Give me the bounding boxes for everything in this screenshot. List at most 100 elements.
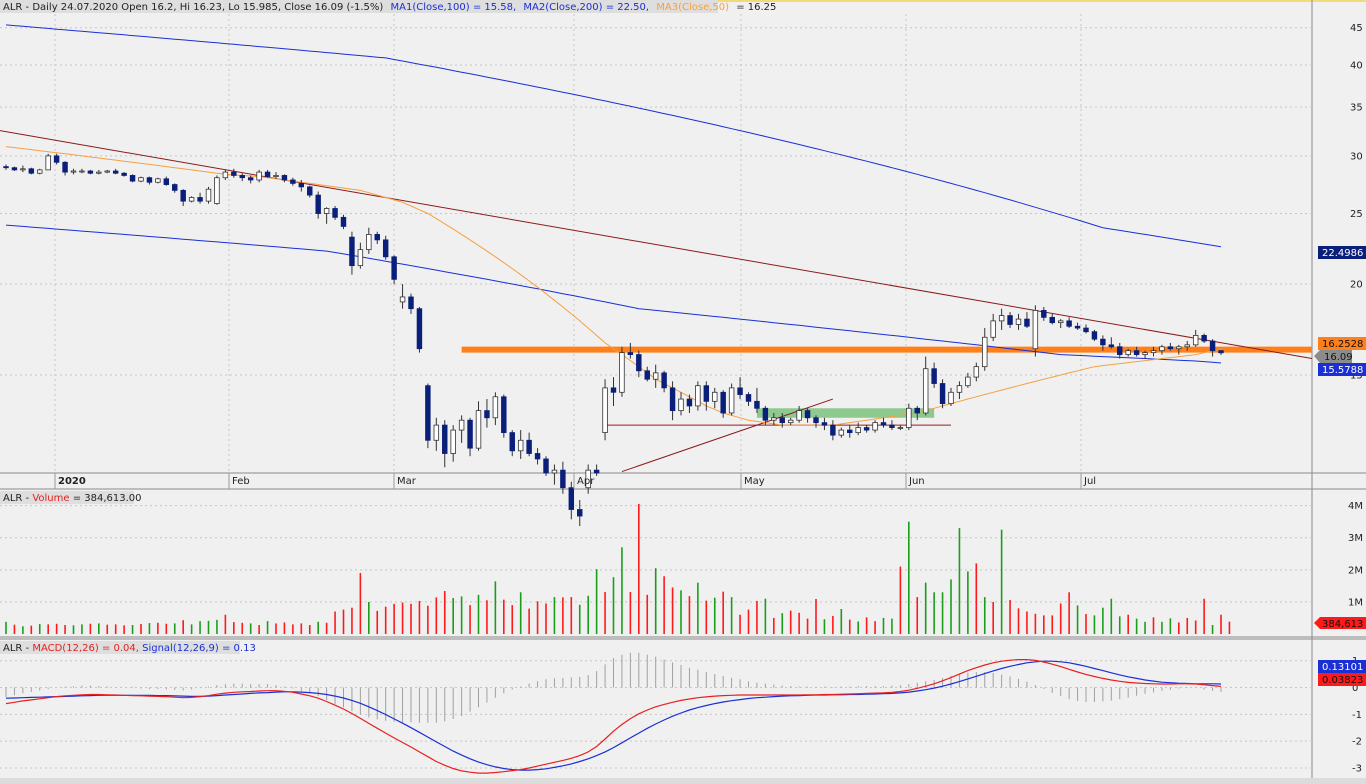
candle: [1176, 344, 1182, 355]
x-label-apr: Apr: [577, 476, 595, 487]
badge-ma200: 22.4986: [1322, 248, 1363, 259]
candle-body: [703, 385, 710, 402]
candle: [728, 383, 735, 416]
candle: [1218, 350, 1224, 355]
candle: [247, 175, 254, 184]
candle-body: [745, 394, 752, 402]
candle: [568, 481, 575, 520]
macd-histogram: [5, 652, 1222, 723]
candle-body: [433, 424, 440, 441]
candle-body: [264, 171, 271, 177]
candle-body: [652, 372, 659, 380]
candle: [577, 499, 583, 527]
candle: [273, 172, 279, 179]
candle-body: [737, 387, 743, 395]
candle-body: [712, 391, 718, 402]
badge-ma100-bg: [1318, 363, 1366, 376]
macd-header-macd: MACD(12,26) = 0.04,: [32, 643, 139, 654]
candle-body: [889, 424, 895, 428]
candle-body: [290, 179, 296, 184]
volume-y-tick-label: 2M: [1348, 565, 1363, 576]
candle-body: [728, 387, 735, 414]
badge-close-bg: [1314, 350, 1352, 363]
candle-body: [1057, 320, 1064, 324]
candle-body: [1192, 335, 1199, 346]
candle: [560, 461, 566, 494]
candle: [787, 417, 794, 426]
candle-body: [948, 391, 954, 405]
candle-body: [847, 429, 853, 433]
price-xaxis-strip: [0, 473, 1312, 489]
candle: [96, 169, 102, 175]
candle-body: [1083, 327, 1089, 333]
candle: [1201, 333, 1207, 343]
candle: [804, 408, 811, 423]
macd-y-tick-label: -3: [1352, 763, 1362, 774]
candle: [1108, 337, 1115, 349]
candle: [965, 372, 971, 388]
candle: [551, 464, 558, 485]
candle-body: [863, 427, 870, 431]
candle: [1209, 339, 1216, 357]
svg-text:ALR - Volume = 3: ALR - Volume = 384,613.00: [3, 493, 142, 504]
candle: [1032, 305, 1039, 357]
candle-body: [1133, 350, 1140, 355]
candle-body: [543, 458, 549, 474]
candle-body: [45, 155, 51, 171]
candle: [501, 394, 507, 438]
candle: [889, 420, 895, 431]
candle-body: [669, 387, 676, 412]
candle: [87, 169, 94, 175]
candle: [315, 191, 321, 219]
candle: [602, 379, 608, 441]
candle-body: [112, 170, 119, 174]
price-grid: 15202530354045: [0, 14, 1363, 473]
volume-header-value: = 384,613.00: [73, 493, 142, 504]
candle-body: [129, 175, 136, 182]
candle: [678, 392, 684, 416]
candle-body: [231, 171, 237, 176]
candle: [332, 206, 338, 220]
badge-resistance: 16.2528: [1322, 339, 1363, 350]
candle-body: [172, 184, 178, 191]
candle-body: [838, 429, 845, 436]
ma50-line: [5, 146, 1222, 426]
candle-body: [880, 422, 887, 426]
badge-macd-bg: [1318, 673, 1366, 686]
candle: [475, 401, 482, 451]
candle: [610, 377, 617, 406]
candle-body: [323, 208, 330, 214]
candle: [526, 432, 532, 457]
candle-body: [315, 194, 321, 214]
candle-body: [307, 186, 313, 196]
candle-body: [458, 419, 465, 431]
candle-body: [754, 400, 760, 409]
candle: [180, 189, 186, 207]
candle-body: [163, 178, 170, 185]
candle-body: [1150, 350, 1157, 354]
candle: [492, 392, 499, 426]
candle: [906, 403, 912, 431]
candle-body: [239, 175, 245, 179]
candle-body: [644, 370, 650, 380]
candle-body: [509, 432, 515, 452]
price-y-tick-label: 30: [1350, 151, 1363, 162]
candle: [281, 174, 288, 183]
right-axis-bg: [1312, 0, 1366, 778]
candle-body: [1100, 338, 1106, 346]
candle: [754, 387, 760, 413]
candle-body: [205, 188, 212, 202]
candle-body: [1201, 335, 1207, 342]
candle: [745, 392, 752, 406]
candle-body: [492, 396, 499, 419]
macd-y-tick-label: 0: [1352, 683, 1358, 694]
bottom-scrollbar-strip[interactable]: [0, 778, 1366, 784]
candle-body: [973, 366, 980, 378]
badge-volume: 384,613: [1322, 619, 1363, 630]
candle-body: [37, 169, 43, 174]
candle-body: [247, 177, 254, 181]
candle-body: [1074, 325, 1081, 329]
candle: [340, 214, 347, 230]
candle: [442, 420, 448, 468]
candle: [914, 405, 920, 421]
